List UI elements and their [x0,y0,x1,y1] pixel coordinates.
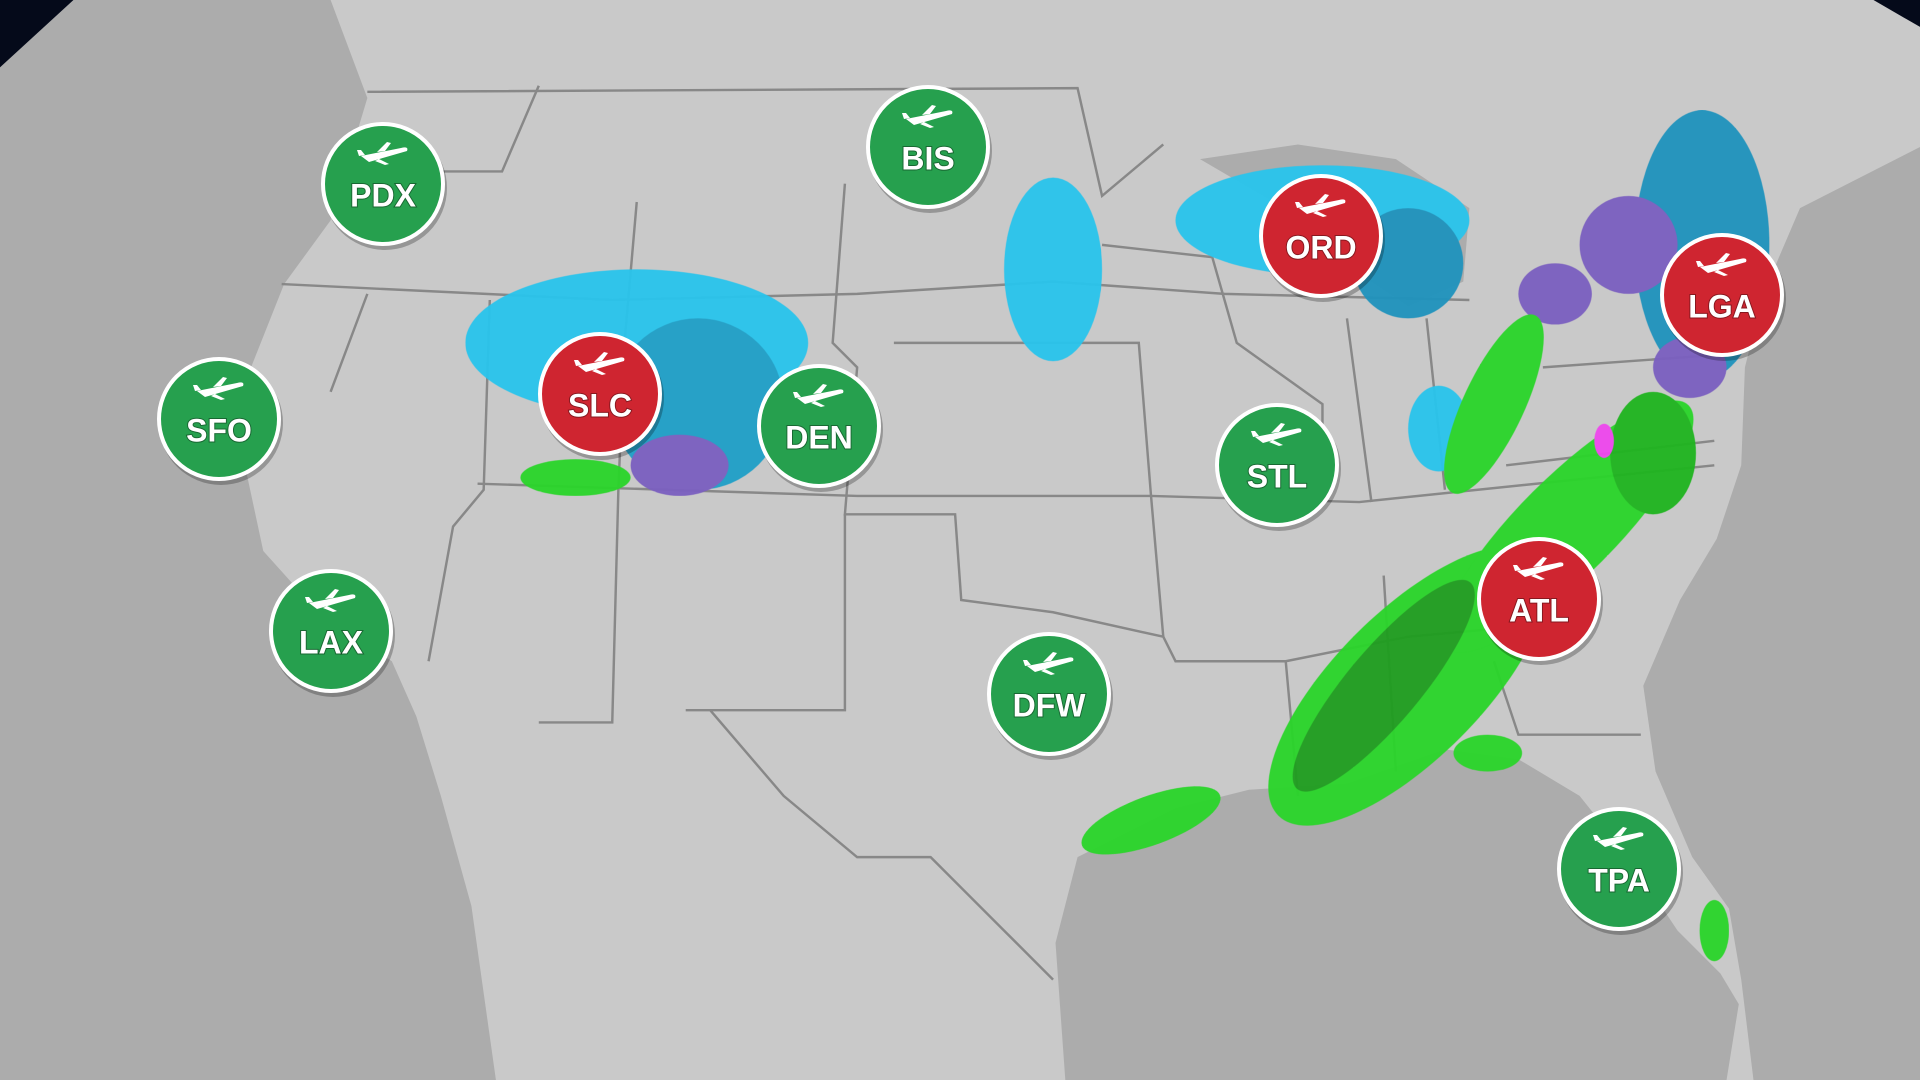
airport-marker[interactable]: STL [1215,403,1341,531]
airport-markers: PDX BIS SFO SLC DEN LAX DFW STL ORD LGA ATL TPA [157,85,1786,935]
marker-circle [1660,233,1784,357]
airport-code: SLC [568,387,632,423]
plane-icon [1593,827,1644,850]
rain-area [520,459,631,496]
rain-area [1453,734,1523,772]
airport-code: ATL [1509,592,1569,628]
rain-area [1610,391,1696,515]
plane-icon [305,589,356,612]
heavy-rain-area [1292,579,1475,792]
plane-icon [1023,652,1074,675]
mix-area [1518,263,1592,325]
airport-code: SFO [186,412,252,448]
plane-icon [1251,423,1302,446]
rain-area [1699,900,1729,962]
space [1873,0,1920,27]
plane-icon [1295,194,1346,217]
plane-icon [1696,253,1747,276]
mix-area [630,434,729,496]
airport-code: LAX [299,624,364,660]
airport-marker[interactable]: PDX [321,122,447,250]
marker-circle [157,357,281,481]
airport-marker[interactable]: DFW [987,632,1113,760]
airport-marker[interactable]: DEN [757,364,883,492]
plane-icon [357,142,408,165]
marker-circle [1259,174,1383,298]
airport-marker[interactable]: TPA [1557,807,1683,935]
airport-marker[interactable]: ORD [1259,174,1385,302]
ice-area [1594,423,1614,458]
mix-area [1579,195,1678,294]
marker-circle [1557,807,1681,931]
marker-circle [866,85,990,209]
marker-circle [1477,537,1601,661]
marker-circle [757,364,881,488]
atlantic-ocean [1643,146,1920,1080]
marker-circle [321,122,445,246]
marker-circle [987,632,1111,756]
airport-code: PDX [350,177,416,213]
plane-icon [574,352,625,375]
rain-area [1444,314,1544,494]
precipitation [465,110,1770,962]
airport-code: STL [1247,458,1307,494]
space [0,0,74,68]
snow-area [1004,177,1103,362]
plane-icon [793,384,844,407]
pacific-ocean [0,0,496,1080]
marker-circle [538,332,662,456]
airport-code: ORD [1285,229,1356,265]
airport-marker[interactable]: ATL [1477,537,1603,665]
plane-icon [193,377,244,400]
airport-code: LGA [1688,288,1756,324]
plane-icon [1513,557,1564,580]
airport-code: DEN [785,419,853,455]
airport-code: TPA [1588,862,1650,898]
airport-marker[interactable]: LAX [269,569,395,697]
airport-marker[interactable]: SLC [538,332,664,460]
rain-area [1081,786,1221,855]
airport-code: DFW [1013,687,1087,723]
plane-icon [902,105,953,128]
marker-circle [269,569,393,693]
gulf-of-mexico [1055,749,1739,1080]
airport-marker[interactable]: SFO [157,357,283,485]
airport-marker[interactable]: LGA [1660,233,1786,361]
airport-marker[interactable]: BIS [866,85,992,213]
airport-code: BIS [901,140,954,176]
marker-circle [1215,403,1339,527]
